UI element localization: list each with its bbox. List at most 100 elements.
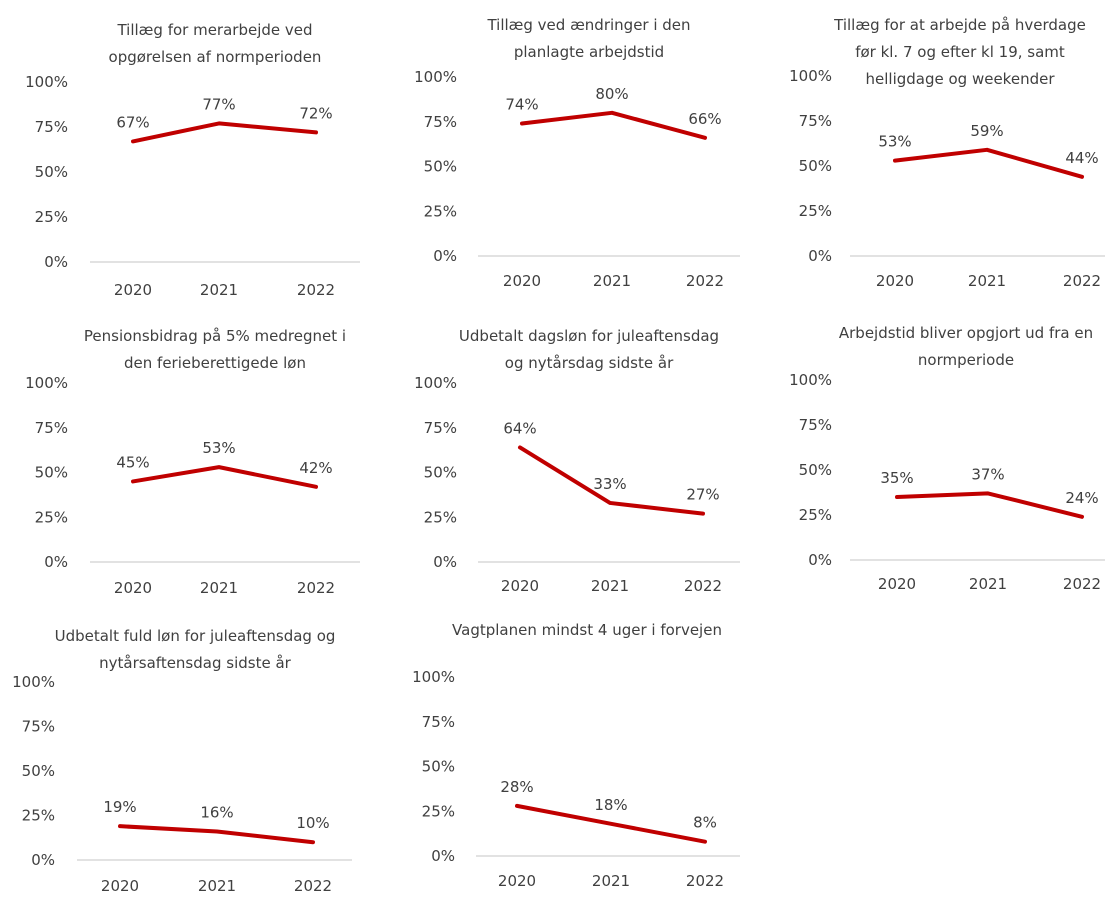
data-label: 77% (202, 95, 235, 113)
series-line (131, 121, 318, 144)
y-tick-label: 25% (35, 508, 68, 526)
y-tick-label: 0% (31, 851, 55, 869)
x-tick-label: 2020 (101, 877, 139, 895)
x-tick-label: 2022 (297, 579, 335, 597)
y-tick-label: 50% (424, 158, 457, 176)
chart-title-line: og nytårsdag sidste år (505, 354, 674, 372)
chart-title-line: opgørelsen af normperioden (109, 48, 322, 66)
data-label: 45% (116, 453, 149, 471)
chart-panel-2: Tillæg ved ændringer i den planlagte arbe… (414, 16, 740, 290)
x-tick-label: 2021 (591, 577, 629, 595)
data-label: 74% (505, 96, 538, 114)
y-tick-label: 0% (44, 553, 68, 571)
x-tick-label: 2021 (593, 272, 631, 290)
y-tick-label: 0% (431, 847, 455, 865)
y-tick-label: 0% (44, 253, 68, 271)
x-tick-label: 2020 (878, 575, 916, 593)
x-tick-label: 2021 (200, 281, 238, 299)
data-label: 8% (693, 814, 717, 832)
x-tick-label: 2020 (114, 579, 152, 597)
x-tick-label: 2020 (503, 272, 541, 290)
chart-panel-3: Tillæg for at arbejde på hverdage før kl.… (789, 16, 1105, 290)
x-tick-label: 2021 (198, 877, 236, 895)
x-tick-label: 2022 (686, 272, 724, 290)
x-tick-label: 2021 (969, 575, 1007, 593)
data-label: 19% (103, 798, 136, 816)
series-line (118, 824, 315, 845)
data-label: 44% (1065, 149, 1098, 167)
series-line (518, 445, 705, 516)
data-label: 53% (202, 439, 235, 457)
chart-panel-7: Udbetalt fuld løn for juleaftensdag og ny… (12, 627, 352, 895)
data-label: 37% (971, 465, 1004, 483)
y-tick-label: 25% (799, 202, 832, 220)
x-tick-label: 2022 (684, 577, 722, 595)
chart-title-line: Vagtplanen mindst 4 uger i forvejen (452, 621, 722, 639)
chart-panel-6: Arbejdstid bliver opgjort ud fra en normp… (789, 324, 1105, 593)
data-label: 10% (296, 814, 329, 832)
data-label: 80% (595, 85, 628, 103)
y-tick-label: 0% (433, 247, 457, 265)
x-tick-label: 2021 (968, 272, 1006, 290)
chart-title-line: nytårsaftensdag sidste år (99, 654, 291, 672)
data-label: 66% (688, 110, 721, 128)
y-tick-label: 25% (799, 506, 832, 524)
y-tick-label: 100% (412, 668, 455, 686)
chart-title-line: Udbetalt dagsløn for juleaftensdag (459, 327, 719, 345)
x-tick-label: 2020 (501, 577, 539, 595)
y-tick-label: 50% (35, 464, 68, 482)
chart-panel-1: Tillæg for merarbejde ved opgørelsen af n… (25, 21, 360, 299)
x-tick-label: 2022 (294, 877, 332, 895)
y-tick-label: 75% (799, 112, 832, 130)
y-tick-label: 75% (424, 113, 457, 131)
series-line (895, 491, 1084, 519)
y-tick-label: 100% (414, 374, 457, 392)
data-label: 35% (880, 469, 913, 487)
chart-title-line: Tillæg for merarbejde ved (116, 21, 312, 39)
x-tick-label: 2020 (498, 872, 536, 890)
y-tick-label: 100% (25, 374, 68, 392)
y-tick-label: 75% (35, 419, 68, 437)
series-line (515, 803, 707, 844)
y-tick-label: 0% (808, 247, 832, 265)
y-tick-label: 25% (424, 202, 457, 220)
x-tick-label: 2020 (876, 272, 914, 290)
series-line (520, 110, 707, 140)
y-tick-label: 50% (424, 464, 457, 482)
data-label: 59% (970, 122, 1003, 140)
chart-title-line: Tillæg ved ændringer i den (486, 16, 690, 34)
y-tick-label: 75% (35, 118, 68, 136)
y-tick-label: 75% (424, 419, 457, 437)
series-line (893, 147, 1084, 179)
y-tick-label: 75% (422, 713, 455, 731)
data-label: 18% (594, 796, 627, 814)
data-label: 64% (503, 419, 536, 437)
data-label: 53% (878, 133, 911, 151)
y-tick-label: 0% (433, 553, 457, 571)
data-label: 67% (116, 113, 149, 131)
y-tick-label: 100% (414, 68, 457, 86)
chart-title-line: den ferieberettigede løn (124, 354, 306, 372)
y-tick-label: 50% (799, 461, 832, 479)
chart-panel-5: Udbetalt dagsløn for juleaftensdag og nyt… (414, 327, 740, 595)
x-tick-label: 2021 (200, 579, 238, 597)
x-tick-label: 2022 (1063, 575, 1101, 593)
chart-panel-8: Vagtplanen mindst 4 uger i forvejen 0% 25%… (412, 621, 740, 890)
chart-title-line: normperiode (918, 351, 1014, 369)
data-label: 24% (1065, 489, 1098, 507)
y-tick-label: 25% (424, 508, 457, 526)
chart-panel-4: Pensionsbidrag på 5% medregnet i den feri… (25, 327, 360, 597)
data-label: 33% (593, 475, 626, 493)
chart-title-line: Pensionsbidrag på 5% medregnet i (84, 327, 346, 345)
y-tick-label: 75% (22, 718, 55, 736)
data-label: 27% (686, 486, 719, 504)
y-tick-label: 50% (22, 762, 55, 780)
chart-title-line: før kl. 7 og efter kl 19, samt (855, 43, 1065, 61)
y-tick-label: 100% (25, 73, 68, 91)
x-tick-label: 2020 (114, 281, 152, 299)
y-tick-label: 75% (799, 416, 832, 434)
y-tick-label: 50% (422, 758, 455, 776)
data-label: 42% (299, 459, 332, 477)
chart-title-line: helligdage og weekender (866, 70, 1056, 88)
